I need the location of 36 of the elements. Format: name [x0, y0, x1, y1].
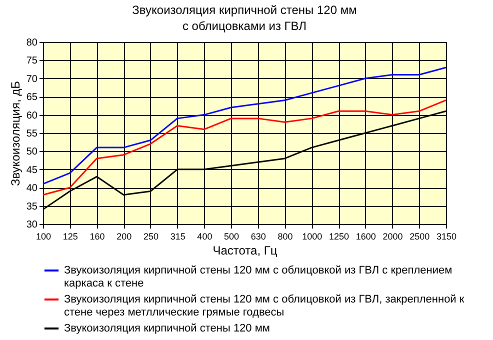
y-axis-title: Звукоизоляция, дБ	[8, 80, 22, 186]
y-tick-label: 55	[26, 128, 38, 140]
legend-label: Звукоизоляция кирпичной стены 120 мм с облицовкой из ГВЛ с креплением каркаса к стене	[64, 264, 452, 290]
x-tick-label: 315	[170, 232, 186, 242]
x-tick-label: 500	[224, 232, 240, 242]
x-tick-label: 2500	[410, 232, 430, 242]
x-tick-label: 100	[36, 232, 52, 242]
x-axis-title: Частота, Гц	[212, 244, 278, 258]
x-tick-label: 1000	[302, 232, 322, 242]
y-tick-label: 35	[26, 201, 38, 212]
y-tick-label: 30	[26, 220, 38, 230]
y-tick-label: 75	[26, 56, 38, 67]
y-tick-label: 40	[26, 183, 38, 194]
x-tick-label: 400	[197, 232, 212, 242]
x-tick-label: 1600	[356, 232, 376, 242]
x-tick-label: 200	[116, 232, 132, 242]
x-tick-label: 2000	[382, 232, 403, 242]
x-tick-label: 160	[90, 232, 105, 242]
y-tick-label: 50	[26, 146, 38, 158]
legend-label: Звукоизоляция кирпичной стены 120 мм с облицовкой из ГВЛ, закрепленной к стене через метллические грямые годвесы	[64, 294, 464, 318]
y-tick-label: 80	[26, 38, 38, 48]
x-tick-label: 250	[143, 232, 158, 242]
y-tick-label: 65	[26, 92, 38, 104]
text: с облицовками из ГВЛ	[182, 19, 307, 33]
x-tick-label: 1250	[329, 232, 350, 242]
line-series	[42, 66, 447, 185]
y-tick-label: 60	[26, 110, 38, 122]
x-tick-label: 800	[278, 232, 293, 242]
line-series	[42, 99, 447, 196]
x-tick-label: 125	[62, 232, 78, 242]
legend-label: Звукоизоляция кирпичной стены 120 мм	[64, 322, 270, 334]
x-tick-label: 630	[250, 232, 266, 242]
y-tick-label: 70	[26, 74, 38, 85]
y-tick-label: 45	[26, 164, 38, 176]
text: Звукоизоляция кирпичной стены 120 мм	[132, 3, 357, 17]
x-tick-label: 3150	[436, 232, 457, 242]
